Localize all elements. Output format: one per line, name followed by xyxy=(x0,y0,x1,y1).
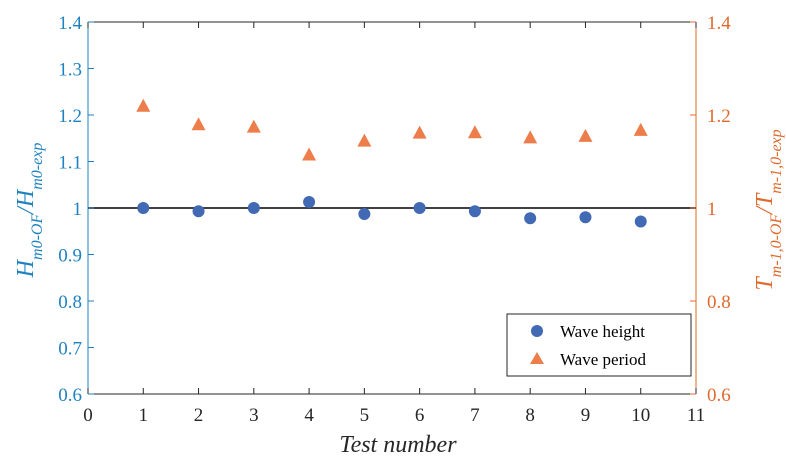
x-tick-label: 6 xyxy=(415,405,425,426)
wave-height-point-5 xyxy=(358,208,371,221)
legend-marker-wave-period xyxy=(530,352,544,364)
wave-period-point-1 xyxy=(136,98,151,112)
x-tick-label: 5 xyxy=(360,405,370,426)
y-left-tick-label: 0.6 xyxy=(58,385,82,406)
wave-period-point-10 xyxy=(633,122,648,136)
y-left-tick-label: 0.9 xyxy=(58,246,82,267)
x-tick-label: 10 xyxy=(631,405,650,426)
wave-period-point-4 xyxy=(302,147,317,161)
wave-height-point-10 xyxy=(634,215,647,228)
x-axis-title: Test number xyxy=(339,432,457,458)
x-tick-label: 3 xyxy=(249,405,259,426)
x-tick-label: 9 xyxy=(581,405,591,426)
x-tick-label: 2 xyxy=(194,405,204,426)
x-tick-label: 7 xyxy=(470,405,480,426)
wave-height-point-4 xyxy=(303,195,316,208)
wave-period-point-5 xyxy=(357,133,372,147)
wave-period-point-2 xyxy=(191,117,206,131)
wave-height-point-9 xyxy=(579,211,592,224)
y-left-tick-label: 1.2 xyxy=(58,106,82,127)
y-right-tick-label: 1.4 xyxy=(707,13,731,34)
x-tick-label: 4 xyxy=(304,405,314,426)
wave-period-point-8 xyxy=(523,130,538,144)
wave-height-point-6 xyxy=(413,202,426,214)
legend: Wave height Wave period xyxy=(506,313,692,377)
legend-box xyxy=(506,313,692,377)
y-left-tick-label: 1.3 xyxy=(58,60,82,81)
wave-height-point-1 xyxy=(137,202,150,214)
x-tick-label: 11 xyxy=(687,405,705,426)
y-left-tick-label: 1.1 xyxy=(58,153,82,174)
y-right-tick-label: 0.8 xyxy=(707,292,731,313)
wave-height-point-7 xyxy=(468,205,481,218)
series-layer xyxy=(136,98,648,228)
wave-height-point-3 xyxy=(247,202,260,214)
y-left-tick-label: 0.7 xyxy=(58,339,82,360)
legend-marker-wave-height xyxy=(531,325,543,337)
y-left-tick-label: 1.4 xyxy=(58,13,82,34)
wave-height-point-2 xyxy=(192,205,205,218)
x-tick-label: 8 xyxy=(525,405,535,426)
x-tick-label: 0 xyxy=(83,405,93,426)
y-left-tick-label: 0.8 xyxy=(58,292,82,313)
legend-label-wave-period: Wave period xyxy=(560,350,646,369)
y-axis-left-title: Hm0-OF/Hm0-exp xyxy=(13,143,46,279)
x-tick-label: 1 xyxy=(139,405,149,426)
y-axis-right-title: Tm-1,0-OF/Tm-1,0-exp xyxy=(752,129,785,290)
wave-period-point-6 xyxy=(412,125,427,139)
y-right-tick-label: 0.6 xyxy=(707,385,731,406)
y-right-tick-label: 1.2 xyxy=(707,106,731,127)
wave-period-point-9 xyxy=(578,128,593,142)
y-right-tick-label: 1 xyxy=(707,199,717,220)
legend-label-wave-height: Wave height xyxy=(560,322,645,341)
tick-layer: 0 1 2 3 4 5 6 7 8 9 10 110.60.70.80.911.11.21.31.40… xyxy=(58,13,731,426)
y-left-tick-label: 1 xyxy=(73,199,83,220)
wave-period-point-7 xyxy=(467,125,482,139)
wave-height-point-8 xyxy=(524,212,537,225)
wave-period-point-3 xyxy=(246,119,261,133)
